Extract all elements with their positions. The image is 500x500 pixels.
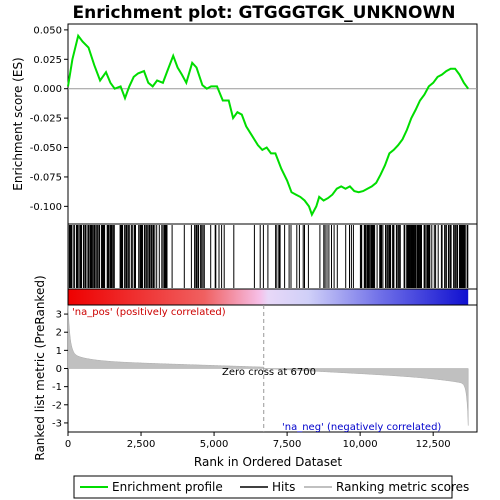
- chart-title: Enrichment plot: GTGGGTGK_UNKNOWN: [73, 3, 456, 23]
- es-profile-line: [67, 33, 470, 218]
- x-tick-label: 0: [65, 439, 71, 450]
- es-tick-label: -0.100: [30, 202, 62, 213]
- ranking-metric-area: [67, 305, 469, 426]
- es-tick-label: -0.025: [30, 114, 62, 125]
- x-tick-label: 10,000: [343, 439, 378, 450]
- rank-color-gradient: [68, 289, 469, 305]
- legend-label-metric: Ranking metric scores: [336, 480, 469, 494]
- legend-label-hits: Hits: [272, 480, 295, 494]
- es-tick-label: 0.025: [33, 55, 62, 66]
- pos-correlated-label: 'na_pos' (positively correlated): [72, 307, 226, 318]
- neg-correlated-label: 'na_neg' (negatively correlated): [282, 422, 441, 433]
- x-tick-label: 7,500: [273, 439, 302, 450]
- x-tick-label: 2,500: [127, 439, 156, 450]
- metric-axis-label: Ranked list metric (PreRanked): [33, 275, 47, 460]
- rank-color-bar: [67, 288, 478, 306]
- x-axis-label: Rank in Ordered Dataset: [194, 455, 342, 469]
- es-tick-label: -0.075: [30, 172, 62, 183]
- es-axis-label: Enrichment score (ES): [11, 57, 25, 190]
- hits-panel: [67, 223, 478, 290]
- metric-tick-label: 2: [56, 328, 62, 339]
- legend: Enrichment profile Hits Ranking metric s…: [73, 475, 469, 499]
- metric-tick-label: 1: [56, 346, 62, 357]
- metric-tick-label: 3: [56, 310, 62, 321]
- x-tick-label: 12,500: [416, 439, 451, 450]
- metric-tick-label: 0: [56, 364, 62, 375]
- es-tick-label: 0.050: [33, 25, 62, 36]
- es-panel-frame: [67, 23, 478, 225]
- x-tick-label: 5,000: [200, 439, 229, 450]
- metric-tick-label: -2: [52, 400, 62, 411]
- zero-cross-label: Zero cross at 6700: [222, 367, 316, 378]
- legend-label-enrichment: Enrichment profile: [112, 480, 223, 494]
- es-panel: 0.0500.0250.000-0.025-0.050-0.075-0.100 …: [11, 23, 478, 225]
- metric-tick-label: -3: [52, 418, 62, 429]
- metric-tick-label: -1: [52, 382, 62, 393]
- es-tick-label: 0.000: [33, 84, 62, 95]
- es-tick-label: -0.050: [30, 143, 62, 154]
- metric-panel: 3 2 1 0 -1 -2 -3 'na_pos' (positively correlat…: [33, 275, 478, 461]
